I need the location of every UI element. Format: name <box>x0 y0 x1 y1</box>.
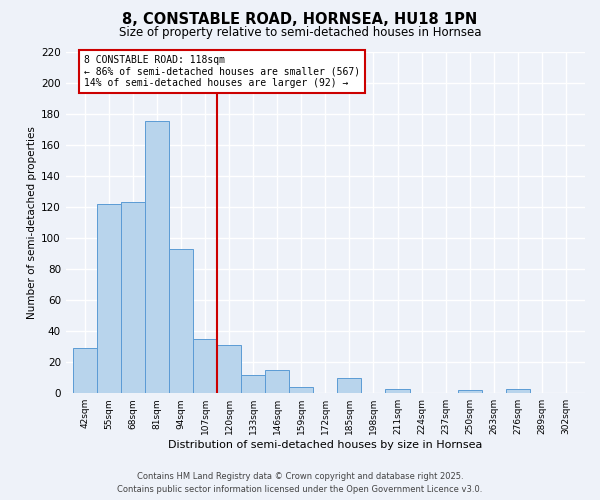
Bar <box>289 387 313 393</box>
Bar <box>458 390 482 393</box>
Text: 8 CONSTABLE ROAD: 118sqm
← 86% of semi-detached houses are smaller (567)
14% of : 8 CONSTABLE ROAD: 118sqm ← 86% of semi-d… <box>84 54 360 88</box>
Text: Size of property relative to semi-detached houses in Hornsea: Size of property relative to semi-detach… <box>119 26 481 39</box>
Bar <box>385 388 410 393</box>
Bar <box>97 204 121 393</box>
Bar <box>169 249 193 393</box>
Bar <box>337 378 361 393</box>
Bar <box>265 370 289 393</box>
Bar <box>145 122 169 393</box>
Bar <box>217 345 241 393</box>
Text: Contains HM Land Registry data © Crown copyright and database right 2025.
Contai: Contains HM Land Registry data © Crown c… <box>118 472 482 494</box>
Text: 8, CONSTABLE ROAD, HORNSEA, HU18 1PN: 8, CONSTABLE ROAD, HORNSEA, HU18 1PN <box>122 12 478 28</box>
Bar <box>241 374 265 393</box>
Bar <box>193 339 217 393</box>
X-axis label: Distribution of semi-detached houses by size in Hornsea: Distribution of semi-detached houses by … <box>168 440 482 450</box>
Bar <box>506 388 530 393</box>
Bar <box>73 348 97 393</box>
Bar <box>121 202 145 393</box>
Y-axis label: Number of semi-detached properties: Number of semi-detached properties <box>27 126 37 319</box>
